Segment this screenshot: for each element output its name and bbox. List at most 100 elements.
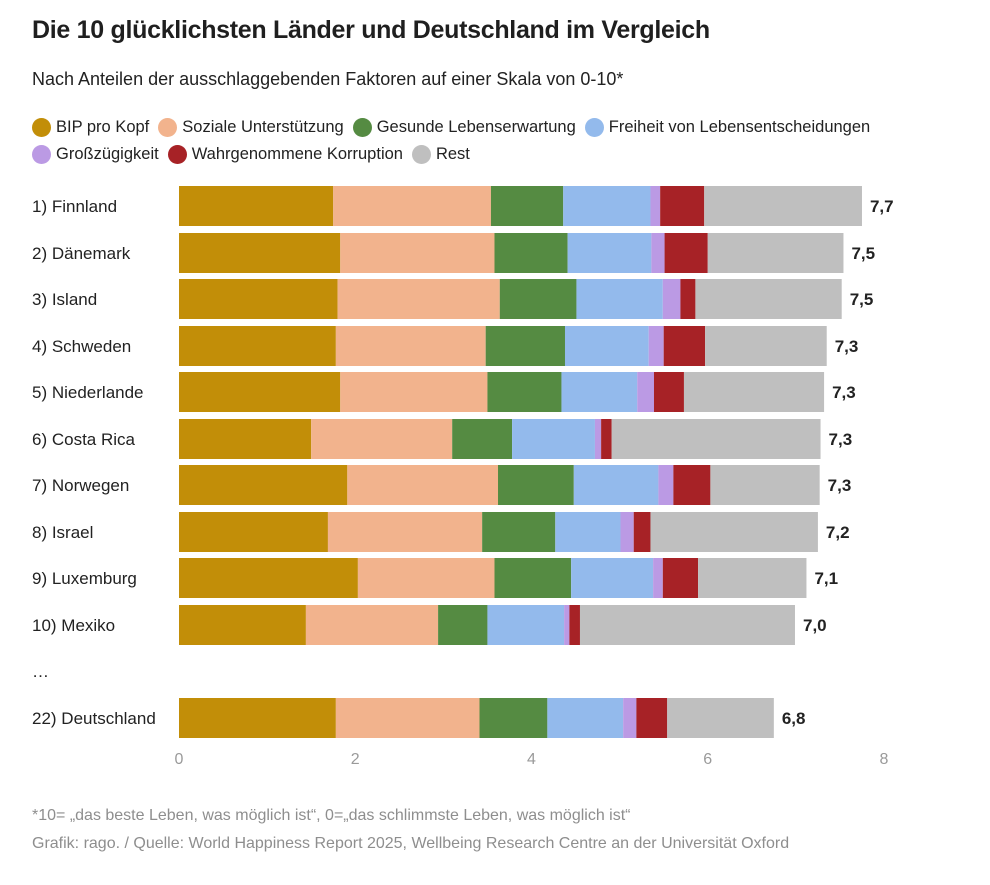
- legend-item-freiheit[interactable]: Freiheit von Lebensentscheidungen: [584, 118, 870, 137]
- bar-segment[interactable]: [573, 465, 659, 505]
- bar-segment[interactable]: [571, 558, 654, 598]
- bar-segment[interactable]: [547, 698, 624, 738]
- x-axis: 0 2 4 6 8: [175, 751, 889, 768]
- bar-segment[interactable]: [695, 279, 842, 319]
- bar-segment[interactable]: [179, 465, 348, 505]
- bar-segment[interactable]: [637, 372, 654, 412]
- bar-segment[interactable]: [664, 233, 708, 273]
- bar-segment[interactable]: [620, 512, 634, 552]
- legend-item-korruption[interactable]: Wahrgenommene Korruption: [167, 145, 403, 164]
- bar-segment[interactable]: [569, 605, 580, 645]
- total-value-label: 7,0: [803, 616, 827, 635]
- bar-segment[interactable]: [179, 186, 334, 226]
- bar-segment[interactable]: [658, 465, 674, 505]
- bar-segment[interactable]: [563, 186, 651, 226]
- legend-item-rest[interactable]: Rest: [411, 145, 470, 164]
- category-label: 10) Mexiko: [32, 616, 115, 635]
- legend-item-grosszuegigkeit[interactable]: Großzügigkeit: [32, 145, 159, 164]
- bar-segment[interactable]: [579, 605, 795, 645]
- bar-segment[interactable]: [179, 605, 306, 645]
- bar-segment[interactable]: [710, 465, 820, 505]
- x-tick-label: 0: [175, 751, 184, 768]
- bar-row: [179, 698, 774, 738]
- bar-segment[interactable]: [667, 698, 774, 738]
- bar-segment[interactable]: [347, 465, 499, 505]
- bar-segment[interactable]: [438, 605, 488, 645]
- category-label: 6) Costa Rica: [32, 430, 136, 449]
- bar-segment[interactable]: [485, 326, 565, 366]
- bar-segment[interactable]: [357, 558, 495, 598]
- bar-segment[interactable]: [650, 186, 661, 226]
- bar-segment[interactable]: [490, 186, 564, 226]
- bar-segment[interactable]: [707, 233, 844, 273]
- bar-segment[interactable]: [651, 233, 665, 273]
- bar-segment[interactable]: [179, 512, 328, 552]
- bar-segment[interactable]: [704, 186, 862, 226]
- bar-segment[interactable]: [179, 279, 338, 319]
- bar-segment[interactable]: [498, 465, 574, 505]
- bar-segment[interactable]: [335, 698, 480, 738]
- bar-segment[interactable]: [333, 186, 491, 226]
- bar-segment[interactable]: [487, 372, 562, 412]
- x-tick-label: 6: [703, 751, 712, 768]
- bar-segment[interactable]: [555, 512, 621, 552]
- category-labels: 1) Finnland 2) Dänemark 3) Island 4) Schwed…: [32, 197, 156, 728]
- bar-segment[interactable]: [494, 558, 572, 598]
- bar-segment[interactable]: [179, 419, 312, 459]
- bar-segment[interactable]: [179, 558, 358, 598]
- bar-segment[interactable]: [601, 419, 612, 459]
- bar-row: [179, 186, 862, 226]
- bar-segment[interactable]: [653, 558, 663, 598]
- bar-segment[interactable]: [479, 698, 548, 738]
- bar-segment[interactable]: [567, 233, 652, 273]
- bar-segment[interactable]: [653, 372, 684, 412]
- category-label: 2) Dänemark: [32, 244, 131, 263]
- category-label: 7) Norwegen: [32, 476, 129, 495]
- bar-segment[interactable]: [660, 186, 705, 226]
- bar-row: [179, 512, 818, 552]
- legend-swatch-icon: [32, 118, 51, 137]
- bar-segment[interactable]: [487, 605, 565, 645]
- bar-segment[interactable]: [698, 558, 807, 598]
- bar-segment[interactable]: [564, 326, 649, 366]
- bar-segment[interactable]: [452, 419, 513, 459]
- bar-segment[interactable]: [482, 512, 556, 552]
- legend: BIP pro Kopf Soziale Unterstützung Gesun…: [32, 114, 982, 168]
- bar-segment[interactable]: [576, 279, 663, 319]
- bars-layer: [179, 186, 862, 738]
- bar-segment[interactable]: [705, 326, 827, 366]
- bar-segment[interactable]: [594, 419, 602, 459]
- legend-item-bip[interactable]: BIP pro Kopf: [32, 118, 149, 137]
- bar-segment[interactable]: [662, 558, 699, 598]
- bar-segment[interactable]: [663, 326, 706, 366]
- bar-segment[interactable]: [179, 233, 341, 273]
- bar-segment[interactable]: [340, 233, 495, 273]
- bar-segment[interactable]: [327, 512, 483, 552]
- bar-segment[interactable]: [683, 372, 825, 412]
- bar-segment[interactable]: [633, 512, 651, 552]
- bar-segment[interactable]: [623, 698, 637, 738]
- bar-segment[interactable]: [311, 419, 453, 459]
- bar-segment[interactable]: [673, 465, 711, 505]
- legend-item-soziale-unterstuetzung[interactable]: Soziale Unterstützung: [158, 118, 344, 137]
- bar-segment[interactable]: [611, 419, 821, 459]
- bar-segment[interactable]: [494, 233, 568, 273]
- bar-segment[interactable]: [335, 326, 486, 366]
- bar-segment[interactable]: [512, 419, 595, 459]
- bar-segment[interactable]: [650, 512, 818, 552]
- bar-segment[interactable]: [179, 326, 336, 366]
- bar-segment[interactable]: [680, 279, 696, 319]
- bar-segment[interactable]: [337, 279, 500, 319]
- bar-segment[interactable]: [179, 372, 341, 412]
- bar-segment[interactable]: [179, 698, 336, 738]
- legend-swatch-icon: [352, 118, 372, 137]
- bar-segment[interactable]: [636, 698, 668, 738]
- bar-segment[interactable]: [648, 326, 664, 366]
- bar-segment[interactable]: [561, 372, 638, 412]
- bar-segment[interactable]: [564, 605, 570, 645]
- bar-segment[interactable]: [305, 605, 439, 645]
- bar-segment[interactable]: [499, 279, 577, 319]
- legend-item-gesunde-lebenserwartung[interactable]: Gesunde Lebenserwartung: [352, 118, 576, 137]
- bar-segment[interactable]: [662, 279, 681, 319]
- bar-segment[interactable]: [340, 372, 488, 412]
